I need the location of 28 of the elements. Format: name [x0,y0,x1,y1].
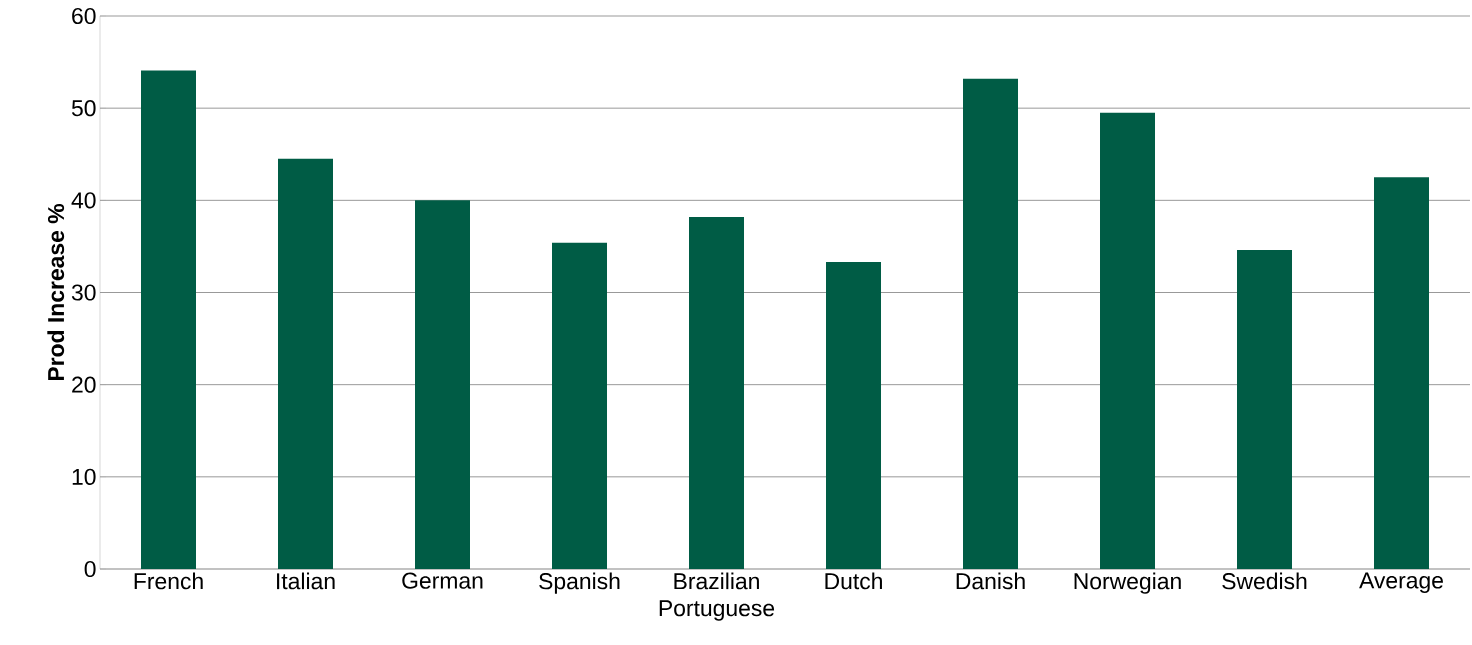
y-tick-label: 50 [71,100,96,117]
y-tick-label: 30 [71,284,96,301]
bar [689,216,744,569]
y-tick-label: 10 [72,468,96,485]
y-tick-label: 40 [71,192,96,209]
y-axis-title: Prod Increase % [47,203,65,381]
y-tick-label: 60 [72,7,96,25]
x-tick-label: French [134,572,203,590]
bar [963,78,1018,569]
bar [1100,112,1155,569]
x-tick-label: Average [1359,572,1443,594]
bar [141,70,196,569]
x-tick-label: Spanish [539,572,620,594]
x-tick-label: German [402,572,483,589]
x-tick-label: Danish [956,572,1025,590]
x-tick-label: Brazilian Portuguese [659,572,775,621]
bar [278,158,333,569]
y-tick-label: 0 [84,560,96,578]
bar [415,200,470,569]
x-tick-label: Dutch [825,572,882,590]
bar [1237,250,1292,569]
bar [552,242,607,569]
bar [826,262,881,569]
x-tick-label: Italian [277,572,335,590]
y-tick-label: 20 [72,376,96,393]
bar [1374,177,1429,569]
x-tick-label: Norwegian [1074,572,1181,594]
x-tick-label: Swedish [1222,572,1307,590]
